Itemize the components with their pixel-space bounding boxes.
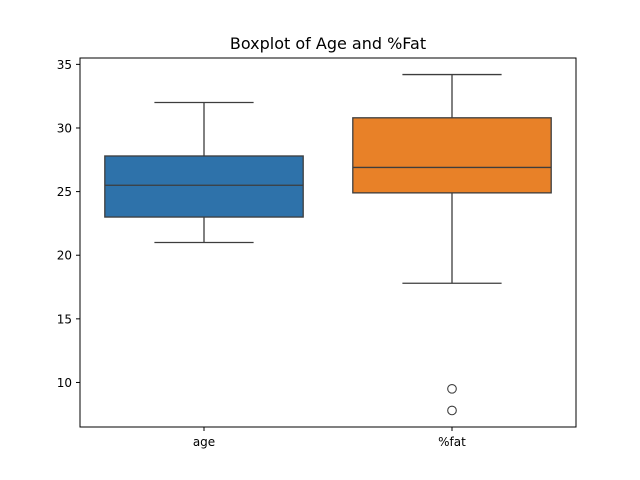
y-tick-label: 20	[57, 249, 72, 263]
box-iqr	[352, 117, 552, 194]
y-tick-label: 15	[57, 312, 72, 326]
box-group-fat	[352, 73, 552, 416]
box-group-age	[104, 101, 304, 244]
y-tick-label: 35	[57, 58, 72, 72]
outlier-point	[447, 383, 457, 394]
chart-title: Boxplot of Age and %Fat	[230, 34, 426, 53]
axes-frame	[79, 57, 577, 428]
x-tick-label: age	[193, 435, 215, 449]
plot-area: 10 15 20 25 30 35 age %fat	[57, 57, 577, 449]
outlier-point	[447, 405, 457, 416]
box-iqr	[104, 155, 304, 218]
x-tick-label: %fat	[438, 435, 466, 449]
y-tick-label: 30	[57, 121, 72, 135]
y-tick-label: 25	[57, 185, 72, 199]
y-tick-label: 10	[57, 376, 72, 390]
